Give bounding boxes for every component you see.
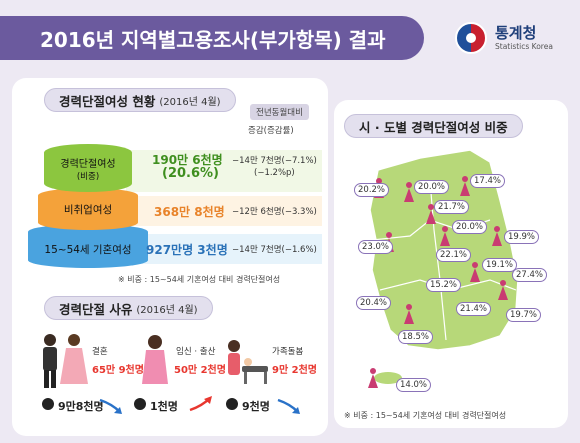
woman-pin-icon xyxy=(440,226,450,246)
arrow-up-icon xyxy=(189,396,212,412)
logo-name: 통계청 xyxy=(495,24,537,42)
region-pct: 27.4% xyxy=(512,268,548,282)
woman-pin-icon xyxy=(384,232,394,252)
arrow-down-icon xyxy=(277,398,300,414)
region-pct: 23.0% xyxy=(358,240,394,254)
reason-value-marriage: 65만 9천명 xyxy=(92,365,144,376)
region-pct: 21.7% xyxy=(434,200,470,214)
change-header: 증감(증감률) xyxy=(248,126,294,136)
region-pct: 21.4% xyxy=(456,302,492,316)
reason-section-title: 경력단절 사유 (2016년 4월) xyxy=(44,296,213,320)
map-section-title: 시 · 도별 경력단절여성 비중 xyxy=(344,114,523,138)
woman-pin-icon xyxy=(404,304,414,324)
family-care-icon xyxy=(228,340,268,384)
reason-change-marriage: 9만8천명 xyxy=(58,400,104,413)
region-pct: 19.7% xyxy=(506,308,542,322)
tier-non-employed: 비취업여성 xyxy=(38,188,138,230)
bullet-pregnancy-icon xyxy=(134,398,146,410)
woman-pin-icon xyxy=(404,182,414,202)
map-note: ※ 비중 : 15~54세 기혼여성 대비 경력단절여성 xyxy=(344,411,507,420)
reason-label-family-care: 가족돌봄 xyxy=(272,347,304,357)
status-section-title: 경력단절여성 현황 (2016년 4월) xyxy=(44,88,236,112)
reason-value-family-care: 9만 2천명 xyxy=(272,365,317,376)
reason-value-pregnancy: 50만 2천명 xyxy=(174,365,226,376)
header-band xyxy=(0,16,424,60)
region-pct: 22.1% xyxy=(436,248,472,262)
married-women-change: −14만 7천명(−1.6%) xyxy=(232,245,317,255)
row-band-2 xyxy=(126,196,322,226)
non-employed-value: 368만 8천명 xyxy=(154,205,225,219)
career-break-change: −14만 7천명(−7.1%) xyxy=(232,156,317,166)
region-pct: 18.5% xyxy=(398,330,434,344)
bullet-family-care-icon xyxy=(226,398,238,410)
woman-pin-icon xyxy=(492,226,502,246)
region-pct: 14.0% xyxy=(396,378,432,392)
reason-change-pregnancy: 1천명 xyxy=(150,400,178,413)
compare-label: 전년동월대비 xyxy=(250,104,309,120)
woman-pin-icon xyxy=(498,280,508,300)
reason-label-pregnancy: 임신 · 출산 xyxy=(176,347,216,357)
region-pct: 20.4% xyxy=(356,296,392,310)
reason-change-family-care: 9천명 xyxy=(242,400,270,413)
woman-pin-icon xyxy=(426,204,436,224)
woman-pin-icon xyxy=(460,176,470,196)
region-pct: 20.0% xyxy=(414,180,450,194)
non-employed-change: −12만 6천명(−3.3%) xyxy=(232,207,317,217)
region-pct: 19.9% xyxy=(504,230,540,244)
statistics-korea-logo-icon xyxy=(455,22,487,54)
woman-pin-icon xyxy=(470,262,480,282)
row-band-3 xyxy=(126,234,322,264)
status-note: ※ 비중 : 15~54세 기혼여성 대비 경력단절여성 xyxy=(118,275,281,284)
arrow-down-icon xyxy=(99,398,122,414)
career-break-change-pp: (−1.2%p) xyxy=(254,168,295,178)
married-women-value: 927만명 3천명 xyxy=(146,243,228,257)
tier-career-break: 경력단절여성 (비중) xyxy=(44,144,132,192)
region-pct: 15.2% xyxy=(426,278,462,292)
career-break-share: (20.6%) xyxy=(162,166,219,181)
career-break-value: 190만 6천명 xyxy=(152,153,223,167)
page-title: 2016년 지역별고용조사(부가항목) 결과 xyxy=(40,28,386,52)
logo: 통계청 Statistics Korea xyxy=(455,20,565,60)
region-pct: 19.1% xyxy=(482,258,518,272)
region-pct: 17.4% xyxy=(470,174,506,188)
region-pct: 20.0% xyxy=(452,220,488,234)
woman-pin-icon xyxy=(368,368,378,388)
bullet-marriage-icon xyxy=(42,398,54,410)
region-pct: 20.2% xyxy=(354,183,390,197)
logo-sub: Statistics Korea xyxy=(495,42,553,51)
row-band-1 xyxy=(126,150,322,192)
woman-pin-icon xyxy=(374,178,384,198)
pregnancy-icon xyxy=(142,335,168,384)
tier-married-women: 15~54세 기혼여성 xyxy=(28,224,148,268)
marriage-couple-icon xyxy=(43,334,88,388)
reason-label-marriage: 결혼 xyxy=(92,347,108,357)
